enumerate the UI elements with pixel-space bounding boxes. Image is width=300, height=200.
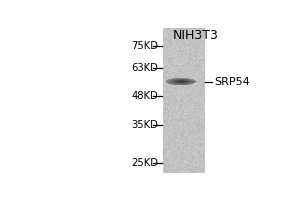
Text: 48KD: 48KD (132, 91, 158, 101)
Text: 63KD: 63KD (131, 63, 158, 73)
Text: SRP54: SRP54 (214, 77, 250, 87)
Text: 75KD: 75KD (131, 41, 158, 51)
Text: 25KD: 25KD (131, 158, 158, 168)
Text: 35KD: 35KD (131, 120, 158, 130)
Text: NIH3T3: NIH3T3 (173, 29, 218, 42)
